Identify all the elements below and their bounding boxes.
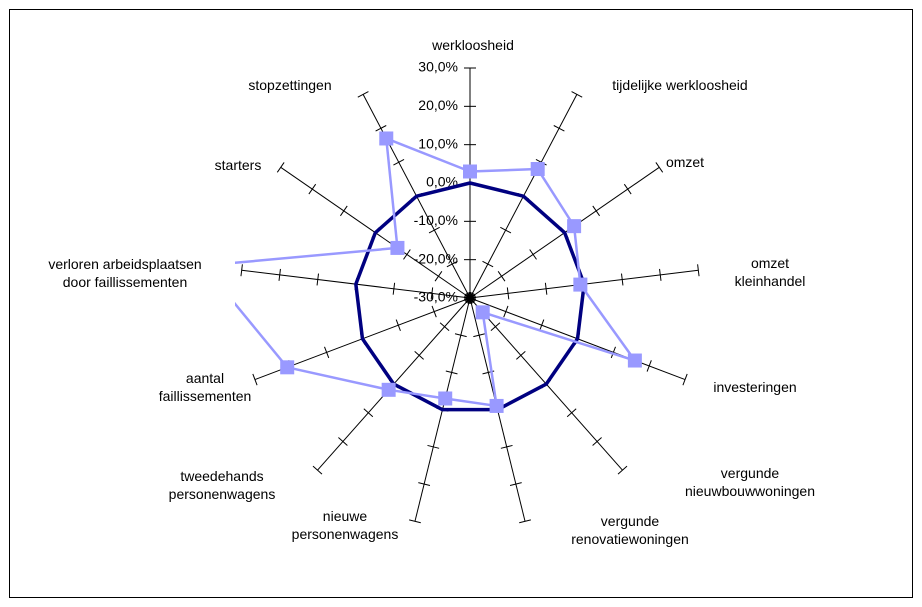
tick-mark: [482, 260, 494, 268]
tick-mark: [446, 260, 458, 268]
tick-mark: [506, 287, 510, 300]
tick-mark: [418, 482, 431, 487]
marker: [475, 305, 490, 320]
tick-mark: [592, 205, 601, 217]
tick-mark: [682, 373, 688, 386]
marker: [390, 240, 405, 255]
tick-mark: [697, 264, 700, 277]
tick-mark: [393, 158, 405, 166]
tick-mark: [646, 360, 652, 372]
tick-mark: [431, 305, 437, 318]
tick-mark: [655, 162, 664, 173]
tick-mark: [571, 91, 583, 98]
marker: [573, 277, 588, 292]
category-label: vergunde renovatiewoningen: [571, 513, 689, 547]
series-line: [354, 181, 586, 412]
tick-mark: [363, 408, 374, 418]
tick-mark: [439, 322, 450, 332]
tick-mark: [240, 264, 243, 277]
plot-frame: [9, 9, 913, 598]
category-label: werkloosheid: [432, 37, 514, 53]
marker: [280, 360, 295, 375]
tick-mark: [516, 351, 526, 360]
tick-mark: [623, 183, 632, 195]
y-tick-label: -10,0%: [414, 212, 458, 228]
tick-mark: [500, 226, 512, 234]
category-label: omzet kleinhandel: [734, 255, 806, 289]
series-layer: [235, 131, 642, 413]
tick-mark: [316, 273, 320, 286]
marker: [627, 353, 642, 368]
y-tick-label: 30,0%: [418, 59, 458, 75]
tick-mark: [500, 444, 513, 449]
category-label: verloren arbeidsplaatsen door faillissem…: [48, 256, 202, 290]
tick-mark: [503, 305, 509, 318]
category-label: investeringen: [713, 379, 797, 395]
tick-mark: [592, 437, 602, 446]
tick-mark: [617, 465, 628, 475]
tick-mark: [308, 183, 317, 195]
category-label: aantal faillissementen: [158, 370, 252, 404]
tick-mark: [375, 125, 387, 132]
tick-mark: [566, 408, 577, 418]
tick-mark: [434, 271, 443, 282]
tick-mark: [403, 249, 411, 260]
y-tick-label: -30,0%: [414, 289, 458, 305]
tick-mark: [414, 351, 424, 360]
tick-mark: [659, 268, 662, 281]
marker: [489, 398, 504, 413]
tick-mark: [252, 373, 258, 386]
tick-mark: [392, 282, 396, 295]
category-label: nieuwe personenwagens: [291, 508, 399, 542]
category-label: vergunde nieuwbouwwoningen: [685, 465, 815, 499]
tick-mark: [430, 287, 434, 300]
tick-mark: [519, 519, 531, 524]
y-tick-label: -20,0%: [414, 250, 458, 266]
marker: [438, 391, 453, 406]
tick-mark: [490, 322, 501, 332]
tick-mark: [278, 268, 281, 281]
tick-mark: [553, 125, 565, 132]
tick-mark: [464, 294, 476, 302]
tick-mark: [454, 333, 467, 338]
tick-mark: [428, 226, 440, 234]
category-label: tweedehands personenwagens: [168, 468, 276, 502]
tick-mark: [539, 319, 545, 331]
tick-mark: [276, 162, 285, 173]
y-tick-label: 0,0%: [426, 174, 458, 190]
category-label: stopzettingen: [248, 77, 332, 93]
tick-mark: [445, 370, 458, 375]
y-tick-label: 20,0%: [418, 97, 458, 113]
tick-mark: [509, 482, 522, 487]
tick-mark: [395, 319, 401, 331]
tick-mark: [338, 437, 348, 446]
tick-mark: [473, 333, 486, 338]
tick-mark: [497, 271, 506, 282]
tick-mark: [324, 346, 330, 359]
category-label: omzet: [665, 154, 705, 170]
tick-mark: [610, 346, 616, 359]
tick-mark: [357, 91, 369, 98]
tick-mark: [544, 282, 548, 295]
marker: [530, 162, 545, 177]
tick-mark: [620, 273, 624, 286]
series-line: [235, 137, 637, 408]
tick-mark: [312, 465, 323, 475]
category-label: starters: [214, 157, 262, 173]
tick-mark: [529, 249, 537, 260]
category-label: tijdelijke werkloosheid: [612, 77, 748, 93]
tick-mark: [409, 519, 421, 524]
marker: [381, 382, 396, 397]
marker: [567, 219, 582, 234]
tick-mark: [427, 444, 440, 449]
marker: [463, 164, 477, 179]
tick-mark: [339, 205, 348, 217]
y-tick-label: 10,0%: [418, 135, 458, 151]
marker: [379, 131, 394, 146]
